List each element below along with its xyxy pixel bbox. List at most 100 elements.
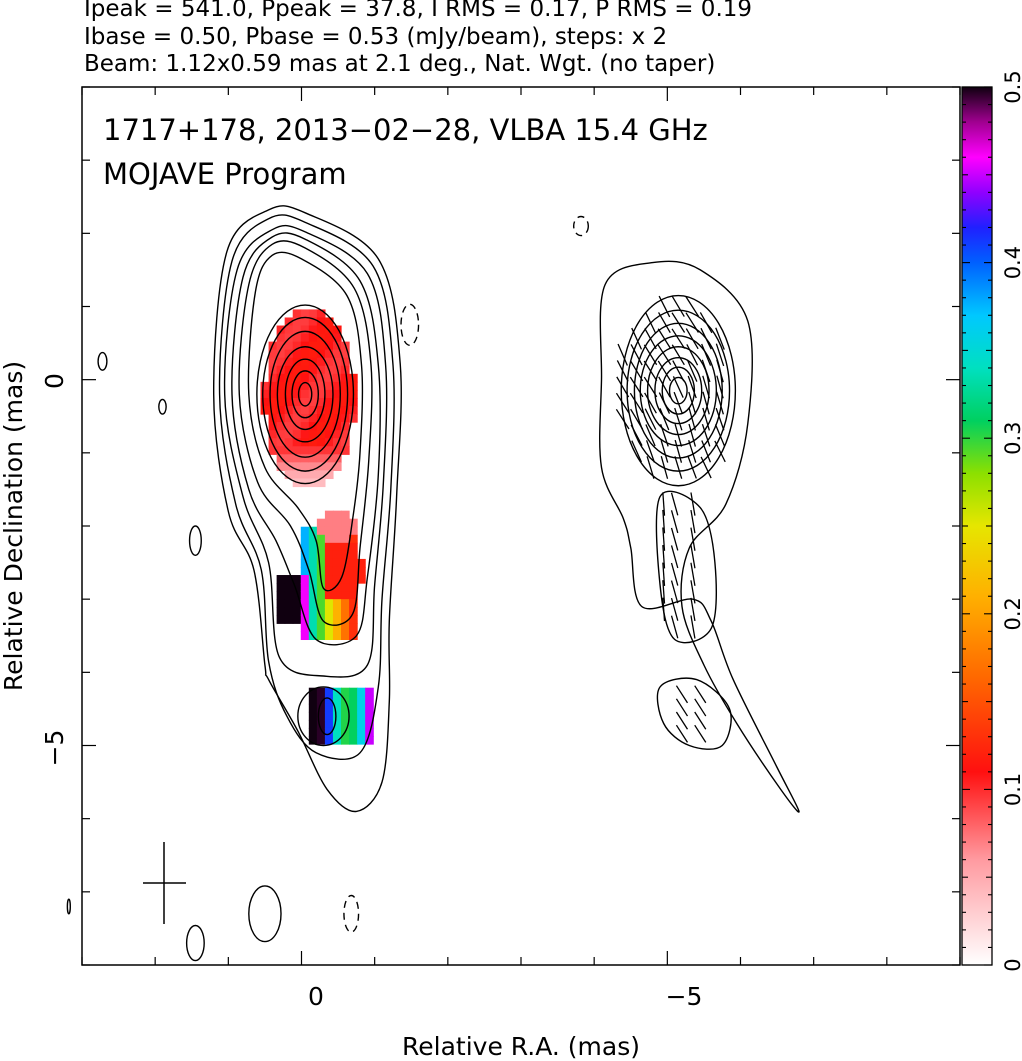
pol-pixel	[332, 446, 342, 455]
evpa-tick	[662, 509, 666, 534]
evpa-tick	[659, 408, 670, 431]
pol-pixel	[349, 526, 358, 536]
pol-core-contour	[668, 376, 688, 405]
pol-pixel	[357, 719, 366, 729]
pol-pixel	[268, 397, 278, 407]
pol-pixel	[324, 623, 334, 632]
pol-pixel	[300, 631, 310, 641]
noise-contour	[97, 351, 108, 371]
pol-pixel	[349, 711, 358, 721]
pol-pixel	[341, 599, 350, 608]
pol-pixel	[324, 373, 334, 383]
y-tick-label-minus5: −5	[40, 730, 69, 767]
evpa-tick	[714, 424, 726, 447]
evpa-tick	[645, 440, 656, 463]
evpa-tick	[630, 360, 644, 382]
evpa-tick	[690, 562, 696, 586]
pol-pixel	[341, 373, 350, 383]
pol-pixel	[308, 719, 318, 729]
pol-pixel	[332, 615, 342, 624]
pol-pixel	[308, 365, 318, 375]
pol-pixel	[308, 615, 318, 624]
extended-contour	[238, 240, 373, 626]
evpa-tick	[643, 360, 658, 382]
pol-pixel	[292, 470, 302, 480]
evpa-tick	[662, 597, 666, 622]
pol-pixel	[324, 357, 334, 367]
pol-pixel	[324, 349, 334, 359]
pol-pixel	[300, 365, 310, 375]
pol-pixel	[332, 349, 342, 359]
pol-pixel	[308, 309, 318, 319]
pol-pixel	[316, 349, 326, 359]
negative-contour	[400, 303, 420, 346]
pol-pixel	[268, 438, 278, 447]
pol-pixel	[276, 462, 286, 471]
pol-pixel	[341, 631, 350, 641]
pol-pixel	[284, 575, 294, 584]
pol-pixel	[284, 607, 294, 616]
pol-pixel	[308, 325, 318, 335]
pol-pixel	[308, 566, 318, 576]
colorbar-tick-label: 0.5	[1001, 70, 1022, 103]
pol-knot-contour	[656, 677, 732, 750]
evpa-tick	[646, 456, 655, 479]
pol-pixel	[357, 727, 366, 737]
pol-pixel	[324, 430, 334, 439]
evpa-tick	[644, 328, 657, 350]
pol-pixel	[349, 599, 358, 608]
pol-pixel	[324, 615, 334, 624]
fractional-polarization-pixels	[260, 309, 374, 745]
pol-pixel	[276, 349, 286, 359]
evpa-tick	[670, 580, 679, 604]
plot-frame	[81, 86, 961, 966]
pol-pixel	[332, 583, 342, 592]
pol-pixel	[349, 558, 358, 568]
pol-pixel	[349, 414, 358, 423]
pol-pixel	[292, 414, 302, 423]
pol-pixel	[316, 711, 326, 721]
pol-pixel	[292, 583, 302, 592]
pol-pixel	[316, 695, 326, 705]
evpa-tick	[671, 296, 685, 317]
evpa-tick	[630, 344, 643, 366]
pol-pixel	[332, 333, 342, 343]
pol-pixel	[349, 591, 358, 600]
evpa-tick	[660, 439, 669, 463]
pol-pixel	[324, 695, 334, 705]
evpa-tick	[690, 509, 696, 534]
colorbar-tick-label: 0.3	[1001, 421, 1022, 454]
core-contour	[297, 381, 313, 407]
pol-pixel	[316, 550, 326, 560]
pol-pixel	[292, 373, 302, 383]
pol-pixel	[332, 430, 342, 439]
pol-pixel	[332, 599, 342, 608]
pol-pixel	[349, 727, 358, 737]
pol-pixel	[308, 389, 318, 399]
y-axis-label: Relative Declination (mas)	[0, 361, 28, 691]
pol-pixel	[300, 349, 310, 359]
pol-pixel	[332, 534, 342, 544]
pol-pixel	[308, 575, 318, 584]
pol-pixel	[316, 599, 326, 608]
evpa-tick	[674, 439, 683, 463]
pol-pixel	[300, 357, 310, 367]
pol-pixel	[324, 583, 334, 592]
pol-pixel	[284, 365, 294, 375]
pol-pixel	[300, 389, 310, 399]
pol-pixel	[308, 333, 318, 343]
pol-pixel	[300, 550, 310, 560]
pol-pixel	[276, 389, 286, 399]
evpa-tick	[630, 408, 644, 430]
evpa-tick	[716, 359, 724, 383]
pol-pixel	[268, 406, 278, 415]
pol-pixel	[284, 381, 294, 391]
evpa-tick	[699, 312, 713, 334]
pol-pixel	[308, 534, 318, 544]
evpa-tick	[716, 391, 724, 415]
pol-pixel	[332, 510, 342, 520]
pol-pixel	[260, 381, 270, 391]
pol-pixel	[300, 341, 310, 351]
evpa-tick	[660, 456, 669, 479]
pol-pixel	[316, 454, 326, 463]
